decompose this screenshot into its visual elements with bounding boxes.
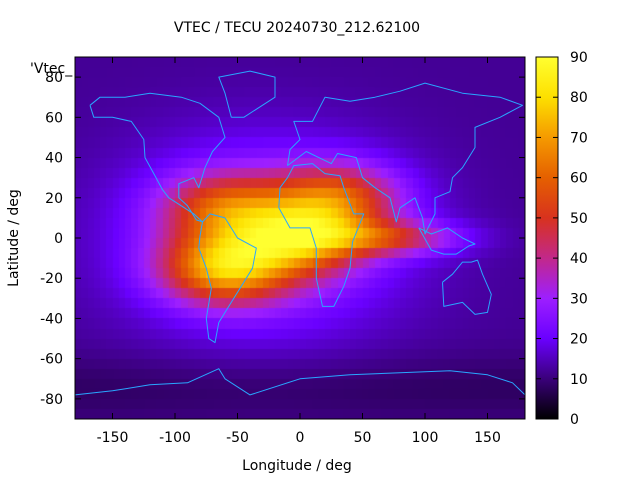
y-tick-label: 0 (54, 231, 63, 247)
y-tick-label: -60 (40, 352, 63, 368)
y-tick-label: 20 (45, 191, 63, 207)
x-axis-ticks: -150 -100 -50 0 50 100 150 (97, 57, 501, 446)
coastline-australia (442, 259, 492, 315)
x-tick-label: 150 (474, 430, 501, 446)
y-tick-label: 60 (45, 110, 63, 126)
coastline-greenland (218, 70, 276, 118)
colorbar-tick-label: 60 (570, 171, 588, 187)
x-tick-label: 100 (412, 430, 439, 446)
colorbar-tick-label: 90 (570, 50, 588, 66)
colorbar-tick-label: 50 (570, 211, 588, 227)
coastlines (74, 70, 526, 396)
colorbar-tick-label: 80 (570, 90, 588, 106)
colorbar-tick-label: 40 (570, 251, 588, 267)
x-tick-label: -150 (97, 430, 129, 446)
colorbar-tick-label: 30 (570, 291, 588, 307)
colorbar-tick-label: 0 (570, 412, 579, 428)
y-tick-label: 40 (45, 151, 63, 167)
y-tick-label: -40 (40, 311, 63, 327)
coastline-africa (278, 163, 365, 307)
x-tick-label: 50 (354, 430, 372, 446)
y-axis-label: Latitude / deg (6, 189, 22, 287)
chart-title: VTEC / TECU 20240730_212.62100 (174, 20, 420, 36)
colorbar-tick-label: 70 (570, 130, 588, 146)
y-tick-label: -20 (40, 271, 63, 287)
coastline-eurasia (287, 82, 523, 235)
heatmap (75, 57, 525, 419)
colorbar-tick-label: 10 (570, 372, 588, 388)
y-tick-label: -80 (40, 392, 63, 408)
y-tick-label: 80 (45, 70, 63, 86)
coastline-south-america (198, 213, 257, 344)
colorbar-ticks: 0 10 20 30 40 50 60 70 80 90 (536, 50, 588, 428)
x-tick-label: 0 (296, 430, 305, 446)
coastline-antarctica (74, 368, 526, 396)
x-axis-label: Longitude / deg (242, 458, 352, 474)
colorbar (535, 56, 559, 420)
x-tick-label: -100 (159, 430, 191, 446)
coastline-north-america (89, 92, 226, 223)
legend-entry: 'Vtec_ (30, 61, 73, 77)
y-axis-ticks: -80 -60 -40 -20 0 20 40 60 80 (40, 70, 525, 408)
heatmap-image (75, 57, 525, 419)
colorbar-tick-label: 20 (570, 332, 588, 348)
coastline-indonesia (418, 227, 476, 255)
x-tick-label: -50 (226, 430, 249, 446)
